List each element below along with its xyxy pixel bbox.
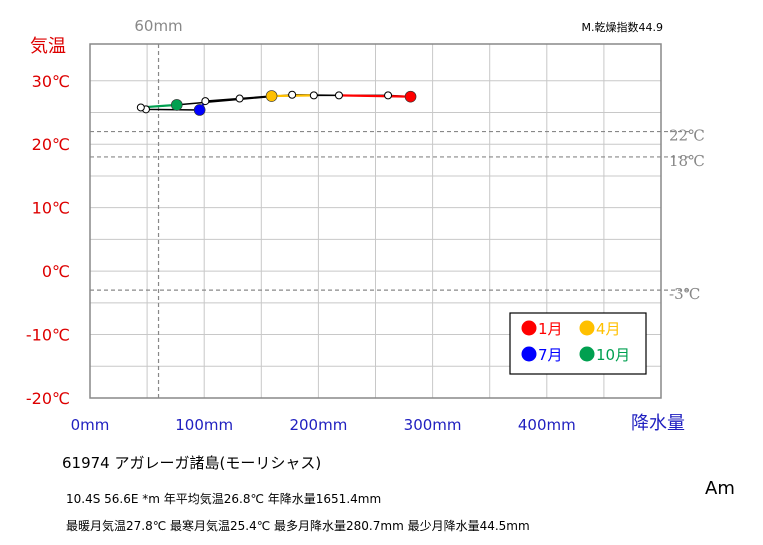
station-title: 61974 アガレーガ諸島(モーリシャス) [62, 454, 322, 472]
station-summary: 10.4S 56.6E *m 年平均気温26.8℃ 年降水量1651.4mm [66, 492, 382, 506]
legend-marker [579, 346, 595, 362]
station-extremes: 最暖月気温27.8℃ 最寒月気温25.4℃ 最多月降水量280.7mm 最少月降… [66, 519, 530, 533]
month-marker-3 [309, 91, 318, 100]
reference-label-temp: 18℃ [669, 152, 705, 170]
x-tick-label: 200mm [289, 416, 347, 434]
month-marker-7 [193, 104, 206, 116]
climate-class: Am [705, 478, 735, 499]
legend-label: 4月 [596, 320, 621, 338]
month-marker-5 [235, 94, 244, 103]
x-tick-label: 300mm [404, 416, 462, 434]
y-tick-label: 20℃ [32, 135, 70, 154]
x-tick-label: 0mm [71, 416, 110, 434]
y-tick-label: 0℃ [42, 262, 70, 281]
reference-label-temp: -3℃ [669, 285, 700, 303]
month-marker-2 [384, 91, 393, 100]
month-marker-9 [136, 103, 145, 112]
legend-marker [579, 320, 595, 336]
y-tick-label: -20℃ [26, 389, 70, 408]
x-axis-title: 降水量 [631, 413, 685, 434]
month-marker-11 [288, 90, 297, 99]
month-marker-6 [201, 97, 210, 106]
month-marker-1 [404, 90, 417, 103]
highlight-segment [338, 94, 411, 98]
x-tick-label: 100mm [175, 416, 233, 434]
legend-label: 10月 [596, 346, 630, 364]
y-tick-label: -10℃ [26, 326, 70, 345]
dryness-index-label: M.乾燥指数44.9 [582, 20, 663, 34]
legend-marker [521, 346, 537, 362]
top-reference-label: 60mm [134, 17, 182, 35]
month-marker-10 [170, 99, 183, 111]
legend-label: 1月 [538, 320, 563, 338]
month-marker-4 [265, 90, 278, 102]
y-axis-title: 気温 [30, 36, 66, 57]
plot-frame [89, 43, 662, 399]
month-marker-12 [334, 91, 343, 100]
y-tick-label: 10℃ [32, 199, 70, 218]
y-tick-label: 30℃ [32, 72, 70, 91]
legend-label: 7月 [538, 346, 563, 364]
x-tick-label: 400mm [518, 416, 576, 434]
reference-label-temp: 22℃ [669, 127, 705, 145]
legend-marker [521, 320, 537, 336]
